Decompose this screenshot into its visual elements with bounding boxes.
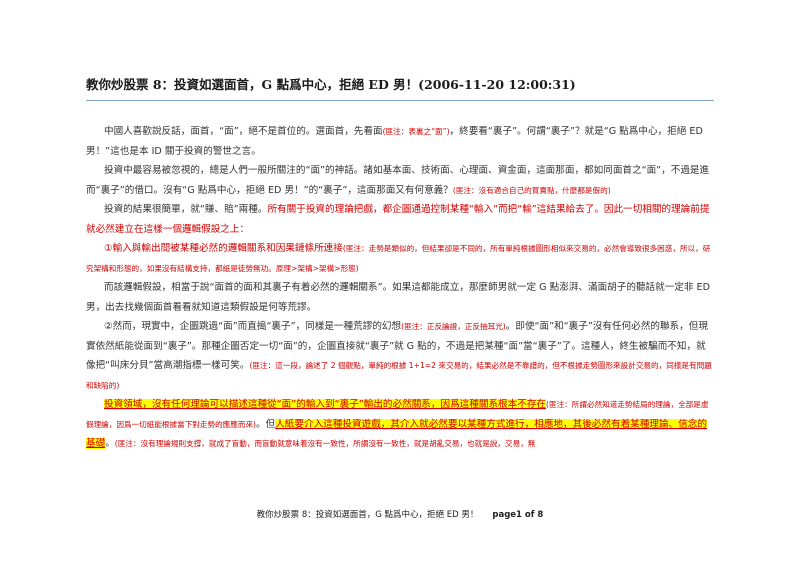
footer-page-number: page1 of 8 bbox=[492, 510, 544, 520]
p6-text-b: 。即使“面”和“裏子”沒有任何必然的聯系，但現實依然紙能從面到“裏子”。那種企圖… bbox=[86, 321, 708, 371]
p2-annotation: (匪注：沒有適合自己的買賣點，什麼都是假的) bbox=[452, 185, 611, 195]
p1-annotation: (匪注：表裏之“面”) bbox=[382, 127, 450, 136]
paragraph-2: 投資中最容易被忽視的，總是人們一般所關注的“面”的神話。諸如基本面、技術面、心理… bbox=[86, 161, 714, 200]
p1-text-b: ，終要看“裏子”。何謂“裏子”？就是“G 點爲中心，拒絕 ED 男！”這也是本 … bbox=[86, 126, 703, 157]
page-footer: 教你炒股票 8：投資如選面首，G 點爲中心，拒絕 ED 男！ page1 of 8 bbox=[0, 508, 800, 520]
paragraph-6: ②然而，現實中，企圖跳過“面”而直搗“裏子”，同樣是一種荒謬的幻想(匪注：正反論… bbox=[86, 317, 714, 395]
p3-text-red: 所有關于投資的理論把戲，都企圖通過控制某種“輸入”而把“輸”這結果給去了。因此一… bbox=[86, 204, 710, 235]
title-divider bbox=[86, 100, 714, 101]
footer-title: 教你炒股票 8：投資如選面首，G 點爲中心，拒絕 ED 男！ bbox=[256, 510, 479, 520]
article-title: 教你炒股票 8：投資如選面首，G 點爲中心，拒絕 ED 男！(2006-11-2… bbox=[86, 77, 576, 92]
p6-text-a: ②然而，現實中，企圖跳過“面”而直搗“裏子”，同樣是一種荒謬的幻想 bbox=[104, 321, 402, 332]
p6-annotation-2: (匪注：這一段，論述了 2 個觀點，單純的根據 1+1=2 來交易的，結果必然是… bbox=[86, 361, 712, 390]
paragraph-5: 而該邏輯假設，相當于說“面首的面和其裏子有着必然的邏輯關系”。如果這都能成立，那… bbox=[86, 278, 714, 317]
paragraph-1: 中國人喜歡說反話，面首，“面”，絕不是首位的。選面首，先看面(匪注：表裏之“面”… bbox=[86, 122, 714, 161]
paragraph-7: 投資領域，沒有任何理論可以描述這種從“面”的輸入到“裏子”輸出的必然關系，因爲這… bbox=[86, 395, 714, 454]
article-body: 中國人喜歡說反話，面首，“面”，絕不是首位的。選面首，先看面(匪注：表裏之“面”… bbox=[86, 122, 714, 454]
p7-text-a: 。但 bbox=[256, 418, 276, 430]
p7-annotation: (匪注：所謂必然知道走勢結局的理論，全部是虛假理論，因爲一切紙能根據當下對走勢的… bbox=[86, 400, 709, 429]
p7-highlight-1: 投資領域，沒有任何理論可以描述這種從“面”的輸入到“裏子”輸出的必然關系，因爲這… bbox=[104, 399, 547, 410]
p4-text-red: ①輸入與輸出間被某種必然的邏輯關系和因果鏈條所連接 bbox=[104, 243, 343, 254]
p5-text: 而該邏輯假設，相當于說“面首的面和其裏子有着必然的邏輯關系”。如果這都能成立，那… bbox=[86, 282, 711, 313]
p2-text: 投資中最容易被忽視的，總是人們一般所關注的“面”的神話。諸如基本面、技術面、心理… bbox=[86, 165, 710, 196]
p7-annotation-2: (匪注：沒有理論規則支撐，就成了盲動，而盲動就意味着沒有一致性，所謂沒有一致性，… bbox=[114, 439, 536, 448]
p6-annotation: (匪注：正反論證，正反抽耳光) bbox=[401, 322, 506, 331]
paragraph-4: ①輸入與輸出間被某種必然的邏輯關系和因果鏈條所連接(匪注：走勢是類似的，但結果卻… bbox=[86, 239, 714, 278]
p7-text-b: 。 bbox=[105, 438, 115, 449]
paragraph-3: 投資的結果很簡單，就“賺、賠”兩種。所有關于投資的理論把戲，都企圖通過控制某種“… bbox=[86, 200, 714, 239]
p1-text-a: 中國人喜歡說反話，面首，“面”，絕不是首位的。選面首，先看面 bbox=[104, 126, 383, 137]
p3-text-a: 投資的結果很簡單，就“賺、賠”兩種。 bbox=[104, 204, 268, 215]
p4-annotation: (匪注：走勢是類似的，但結果卻是不同的，所有單純根據圖形相似來交易的，必然會導致… bbox=[86, 244, 711, 273]
